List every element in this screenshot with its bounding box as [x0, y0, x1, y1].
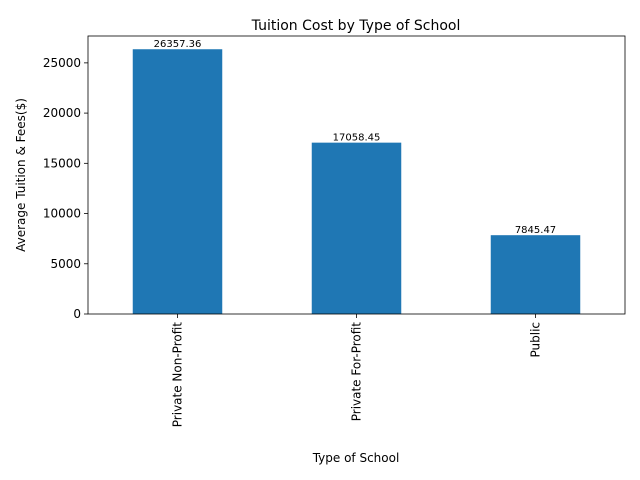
value-label-0: 26357.36 [154, 39, 202, 50]
y-axis: 0 5000 10000 15000 20000 25000 [43, 56, 88, 321]
x-tick-label-2: Public [529, 322, 543, 358]
x-axis-label: Type of School [312, 451, 400, 465]
bars-group [132, 49, 581, 315]
y-tick-label-1: 5000 [50, 257, 81, 271]
x-axis: Private Non-Profit Private For-Profit Publ… [171, 314, 543, 427]
bar-2 [490, 235, 581, 314]
y-tick-label-4: 20000 [43, 106, 81, 120]
y-tick-label-3: 15000 [43, 156, 81, 170]
bar-1 [311, 142, 402, 314]
chart-title: Tuition Cost by Type of School [251, 18, 461, 34]
y-tick-label-5: 25000 [43, 56, 81, 70]
value-label-2: 7845.47 [515, 225, 556, 236]
value-label-1: 17058.45 [333, 133, 381, 144]
value-labels-group: 26357.36 17058.45 7845.47 [154, 39, 557, 236]
x-tick-label-1: Private For-Profit [350, 322, 364, 422]
y-tick-label-0: 0 [73, 307, 81, 321]
x-tick-label-0: Private Non-Profit [171, 322, 185, 428]
y-axis-label: Average Tuition & Fees($) [14, 98, 28, 252]
plot-frame [87, 35, 626, 315]
y-tick-label-2: 10000 [43, 207, 81, 221]
bar-0 [132, 49, 223, 315]
